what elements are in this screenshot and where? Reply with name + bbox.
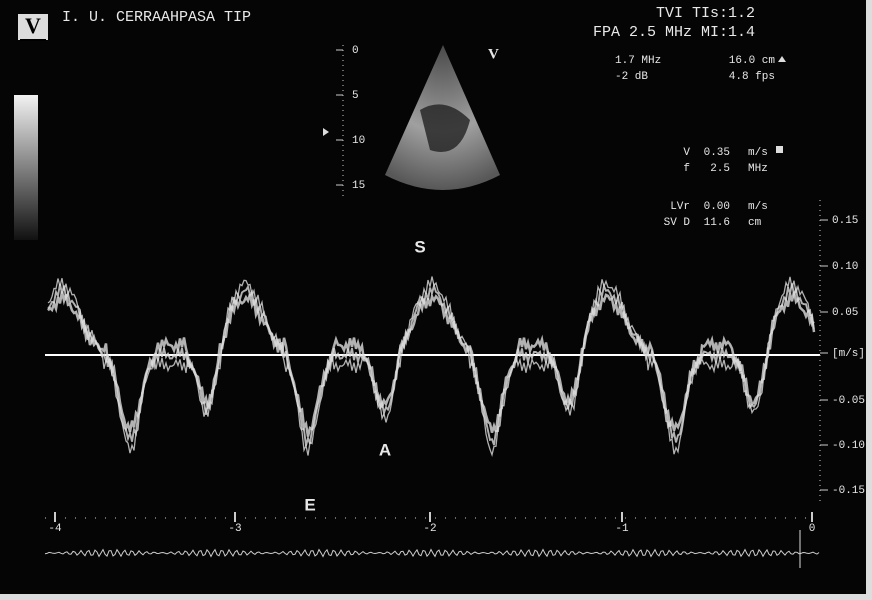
time-label: -2 [423,523,436,535]
depth-label: 15 [352,180,365,192]
doppler-key: LVr [670,201,690,213]
view-label: V [488,46,499,62]
doppler-value: 0.00 [704,201,730,213]
annotation-s: S [414,237,425,256]
frequency: 1.7 MHz [615,55,661,67]
indicator [776,146,783,153]
doppler-value: 2.5 [710,163,730,175]
doppler-key: SV D [664,217,691,229]
depth-label: 10 [352,135,365,147]
annotation-e: E [304,495,315,514]
doppler-key: V [683,147,690,159]
depth-label: 5 [352,90,359,102]
ultrasound-screen: V I. U. CERRAAHPASA TIP TVI TIs:1.2 FPA … [0,0,872,600]
velocity-label: -0.05 [832,395,865,407]
velocity-label: 0.15 [832,215,858,227]
time-label: 0 [809,523,816,535]
velocity-label: 0.05 [832,307,858,319]
gray-bar [14,95,38,240]
header-title: I. U. CERRAAHPASA TIP [62,9,251,26]
velocity-label: [m/s] [832,348,865,360]
velocity-label: -0.15 [832,485,865,497]
logo: V [25,13,41,38]
frame-rate: 4.8 fps [729,71,775,83]
doppler-unit: MHz [748,163,768,175]
annotation-a: A [379,440,391,459]
doppler-value: 0.35 [704,147,730,159]
doppler-value: 11.6 [704,217,730,229]
probe: FPA 2.5 MHz MI:1.4 [593,24,755,41]
velocity-label: 0.10 [832,261,858,273]
depth: 16.0 cm [729,55,776,67]
time-label: -1 [615,523,629,535]
gain: -2 dB [615,71,648,83]
time-label: -4 [48,523,62,535]
doppler-key: f [683,163,690,175]
doppler-unit: m/s [748,201,768,213]
doppler-unit: cm [748,217,762,229]
doppler-unit: m/s [748,147,768,159]
depth-label: 0 [352,45,359,57]
velocity-label: -0.10 [832,440,865,452]
mode: TVI TIs:1.2 [656,5,755,22]
border [0,594,872,600]
time-label: -3 [228,523,241,535]
border [866,0,872,600]
